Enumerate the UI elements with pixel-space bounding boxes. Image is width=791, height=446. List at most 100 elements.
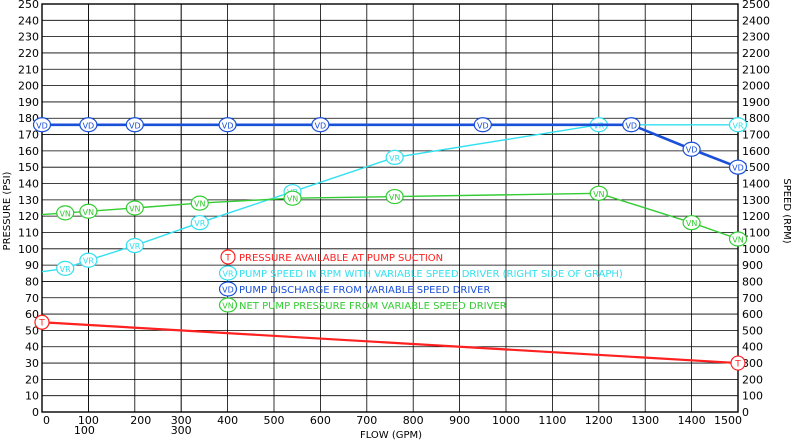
data-point-vd: VD bbox=[728, 159, 748, 175]
data-point-vn: VN bbox=[283, 190, 302, 206]
y-tick-label: 130 bbox=[18, 194, 39, 207]
x-axis-label: FLOW (GPM) bbox=[360, 430, 422, 441]
legend-marker-t: T bbox=[220, 249, 236, 265]
svg-text:VD: VD bbox=[625, 121, 637, 130]
y-tick-label: 230 bbox=[18, 31, 39, 44]
y2-tick-label: 1000 bbox=[742, 243, 770, 256]
y2-tick-label: 2000 bbox=[742, 80, 770, 93]
svg-text:VR: VR bbox=[389, 154, 400, 163]
y-tick-label: 0 bbox=[32, 406, 39, 419]
series-vd: VD VD VD VD VD VD VD VD VD bbox=[32, 117, 748, 175]
y-tick-label: 20 bbox=[25, 373, 39, 386]
svg-text:T: T bbox=[734, 360, 741, 370]
y-tick-label: 90 bbox=[25, 259, 39, 272]
x-tick-label: 1000 bbox=[492, 414, 520, 427]
y-tick-label: 190 bbox=[18, 96, 39, 109]
svg-text:VD: VD bbox=[36, 121, 48, 130]
y2-tick-label: 1900 bbox=[742, 96, 770, 109]
svg-text:VN: VN bbox=[222, 302, 233, 311]
y2-tick-label: 1800 bbox=[742, 112, 770, 125]
svg-text:T: T bbox=[38, 319, 45, 329]
y2-tick-label: 1600 bbox=[742, 145, 770, 158]
x-tick-label: 0 bbox=[43, 414, 50, 427]
svg-text:VD: VD bbox=[477, 121, 489, 130]
y-tick-label: 220 bbox=[18, 47, 39, 60]
x-tick-label: 1400 bbox=[678, 414, 706, 427]
x-tick-label: 300 bbox=[171, 414, 192, 427]
plot-frame bbox=[41, 3, 739, 413]
svg-text:VD: VD bbox=[222, 286, 234, 295]
x-minor-tick-label: 100 bbox=[74, 424, 95, 437]
data-point-t: T bbox=[730, 355, 746, 371]
y2-tick-label: 1500 bbox=[742, 161, 770, 174]
y2-tick-label: 500 bbox=[742, 324, 763, 337]
y2-tick-label: 1400 bbox=[742, 178, 770, 191]
series-group: TTVRVRVRVRVRVRVRVRVDVDVDVDVDVDVDVDVDVNVN… bbox=[32, 117, 748, 371]
data-point-vn: VN bbox=[728, 231, 748, 247]
y-tick-label: 120 bbox=[18, 210, 39, 223]
svg-text:VN: VN bbox=[194, 200, 205, 209]
data-point-vd: VD bbox=[125, 117, 144, 133]
x-tick-label: 100 bbox=[78, 414, 99, 427]
y-tick-label: 30 bbox=[25, 357, 39, 370]
y-tick-label: 70 bbox=[25, 292, 39, 305]
x-tick-label: 800 bbox=[403, 414, 424, 427]
svg-text:VR: VR bbox=[60, 265, 71, 274]
data-point-vr: VR bbox=[385, 149, 404, 166]
svg-text:VD: VD bbox=[732, 164, 744, 173]
svg-text:T: T bbox=[224, 254, 231, 264]
data-point-vr: VR bbox=[728, 117, 748, 133]
series-line-t bbox=[41, 321, 739, 365]
data-point-vd: VD bbox=[682, 141, 701, 157]
x-tick-label: 400 bbox=[217, 414, 238, 427]
series-vr: VRVRVRVRVRVRVRVR bbox=[41, 117, 748, 276]
x-tick-label: 1500 bbox=[714, 414, 742, 427]
y-tick-label: 160 bbox=[18, 145, 39, 158]
x-tick-label: 700 bbox=[356, 414, 377, 427]
svg-text:VR: VR bbox=[732, 121, 743, 130]
svg-text:VD: VD bbox=[83, 121, 95, 130]
svg-text:VR: VR bbox=[83, 257, 94, 266]
legend-marker-vr: VR bbox=[218, 265, 238, 281]
data-point-vr: VR bbox=[79, 252, 98, 268]
svg-text:VR: VR bbox=[129, 242, 140, 251]
data-point-vn: VN bbox=[682, 215, 701, 231]
svg-text:VN: VN bbox=[593, 190, 604, 199]
y2-tick-label: 800 bbox=[742, 275, 763, 288]
data-point-vd: VD bbox=[218, 117, 237, 133]
y-axis-label: PRESSURE (PSI) bbox=[2, 171, 13, 250]
legend-label-t: PRESSURE AVAILABLE AT PUMP SUCTION bbox=[239, 253, 443, 264]
y2-tick-label: 2200 bbox=[742, 47, 770, 60]
svg-text:VN: VN bbox=[389, 193, 400, 202]
y2-tick-label: 400 bbox=[742, 341, 763, 354]
x-tick-label: 1100 bbox=[538, 414, 566, 427]
y2-tick-label: 1700 bbox=[742, 129, 770, 142]
x-tick-label: 1300 bbox=[631, 414, 659, 427]
data-point-vr: VR bbox=[125, 237, 144, 254]
data-point-vd: VD bbox=[311, 117, 330, 133]
y2-tick-label: 0 bbox=[742, 406, 749, 419]
legend-marker-vd: VD bbox=[218, 281, 238, 297]
y2-tick-label: 200 bbox=[742, 373, 763, 386]
data-point-vn: VN bbox=[190, 195, 209, 211]
y-tick-label: 240 bbox=[18, 14, 39, 27]
data-point-vd: VD bbox=[79, 117, 98, 133]
svg-text:VD: VD bbox=[315, 121, 327, 130]
y-tick-label: 60 bbox=[25, 308, 39, 321]
y2-tick-label: 1300 bbox=[742, 194, 770, 207]
svg-text:VD: VD bbox=[222, 121, 234, 130]
data-point-vn: VN bbox=[385, 188, 404, 205]
data-point-vr: VR bbox=[190, 215, 209, 231]
y2-tick-label: 2300 bbox=[742, 31, 770, 44]
y2-tick-label: 2500 bbox=[742, 0, 770, 11]
x-tick-label: 900 bbox=[449, 414, 470, 427]
y-tick-label: 250 bbox=[18, 0, 39, 11]
data-point-vd: VD bbox=[622, 117, 641, 133]
svg-text:VN: VN bbox=[129, 205, 140, 214]
legend-label-vr: PUMP SPEED IN RPM WITH VARIABLE SPEED DR… bbox=[239, 269, 623, 280]
y2-tick-label: 100 bbox=[742, 390, 763, 403]
y-tick-label: 170 bbox=[18, 129, 39, 142]
x-tick-label: 200 bbox=[130, 414, 151, 427]
data-point-vd: VD bbox=[473, 117, 492, 133]
